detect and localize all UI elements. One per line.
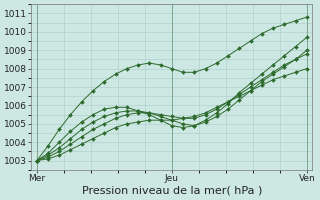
X-axis label: Pression niveau de la mer( hPa ): Pression niveau de la mer( hPa ) <box>82 186 262 196</box>
